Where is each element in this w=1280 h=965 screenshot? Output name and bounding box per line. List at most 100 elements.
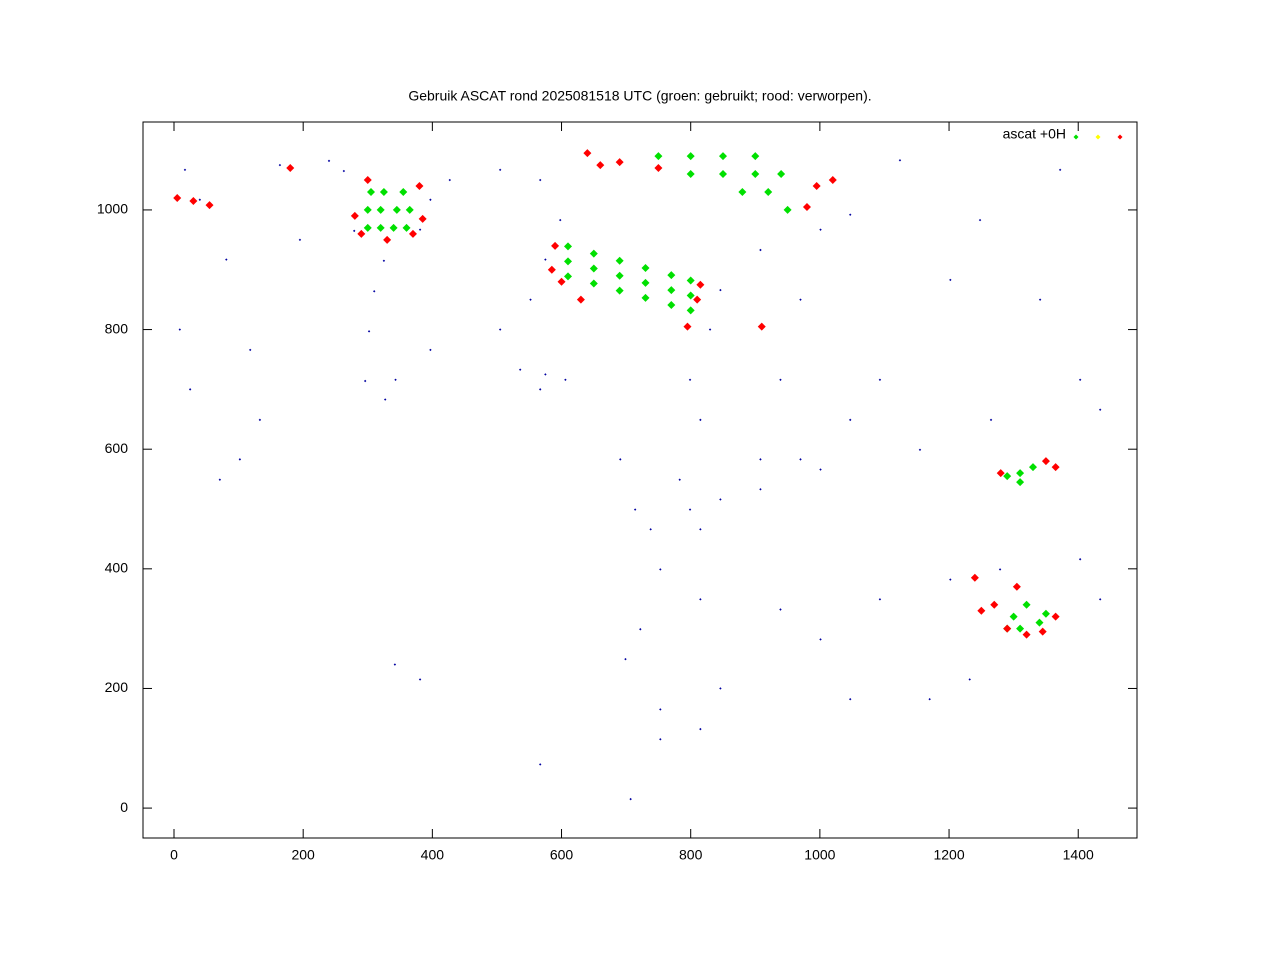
point <box>539 388 542 391</box>
point <box>686 276 695 285</box>
y-tick-label: 800 <box>105 320 129 336</box>
point <box>998 568 1002 571</box>
point <box>968 678 971 681</box>
point <box>615 271 624 280</box>
point <box>376 205 385 214</box>
point <box>783 205 792 214</box>
point <box>1003 624 1012 633</box>
point <box>189 196 198 205</box>
point <box>563 257 572 266</box>
point <box>258 418 262 422</box>
point <box>759 488 762 491</box>
point <box>418 228 422 231</box>
point <box>693 295 702 304</box>
point <box>1098 598 1102 601</box>
point <box>751 170 760 179</box>
y-tick-label: 1000 <box>97 201 128 217</box>
x-tick-label: 800 <box>679 847 703 863</box>
x-tick-label: 600 <box>550 847 574 863</box>
point <box>639 628 642 631</box>
point <box>918 448 922 451</box>
point <box>898 159 902 162</box>
point <box>357 229 366 238</box>
point <box>249 348 252 352</box>
point <box>751 152 760 161</box>
point <box>719 498 722 501</box>
point <box>928 698 931 701</box>
point <box>363 205 372 214</box>
point <box>418 214 427 223</box>
point <box>819 638 822 641</box>
point <box>1016 478 1025 487</box>
point <box>498 168 502 172</box>
point <box>1078 378 1082 382</box>
point <box>415 182 424 191</box>
point <box>363 176 372 185</box>
point <box>718 152 727 161</box>
point <box>878 598 882 601</box>
point <box>429 198 432 201</box>
point <box>327 159 331 163</box>
point <box>949 278 952 282</box>
point <box>366 187 375 196</box>
x-tick-label: 200 <box>291 847 315 863</box>
point <box>544 373 547 376</box>
point <box>633 508 637 511</box>
point <box>353 229 356 233</box>
point <box>379 187 388 196</box>
point <box>696 280 705 289</box>
point <box>363 379 367 383</box>
x-tick-label: 1400 <box>1063 847 1094 863</box>
point <box>551 241 560 250</box>
point <box>699 727 702 731</box>
point <box>1038 298 1042 301</box>
point <box>678 478 681 481</box>
point <box>828 176 837 185</box>
point <box>384 398 387 401</box>
point <box>1038 627 1047 636</box>
point <box>667 271 676 280</box>
point <box>1012 582 1021 591</box>
point <box>342 169 346 173</box>
point <box>399 187 408 196</box>
point <box>764 187 773 196</box>
point <box>286 164 295 173</box>
point <box>518 368 522 371</box>
point <box>589 264 598 273</box>
x-tick-label: 1200 <box>933 847 964 863</box>
point <box>382 259 386 262</box>
point <box>298 238 302 242</box>
point <box>719 687 722 690</box>
point <box>589 279 598 288</box>
point <box>183 168 187 172</box>
point <box>629 797 632 801</box>
point <box>1016 469 1025 478</box>
point <box>686 291 695 300</box>
point <box>418 678 422 681</box>
chart-title: Gebruik ASCAT rond 2025081518 UTC (groen… <box>408 88 871 104</box>
point <box>878 378 882 382</box>
point <box>544 258 547 261</box>
point <box>238 458 242 461</box>
point <box>1009 612 1018 621</box>
point <box>563 242 572 251</box>
point <box>779 378 782 382</box>
point <box>529 298 532 301</box>
point <box>799 458 802 461</box>
point <box>1058 168 1062 172</box>
point <box>367 330 371 333</box>
point <box>392 205 401 214</box>
x-tick-label: 400 <box>421 847 445 863</box>
point <box>615 158 624 167</box>
point <box>539 763 542 766</box>
point <box>683 322 692 331</box>
y-tick-label: 400 <box>105 560 129 576</box>
point <box>759 248 762 252</box>
point <box>641 293 650 302</box>
point <box>738 187 747 196</box>
point <box>448 178 451 182</box>
point <box>654 152 663 161</box>
point <box>1029 463 1038 472</box>
